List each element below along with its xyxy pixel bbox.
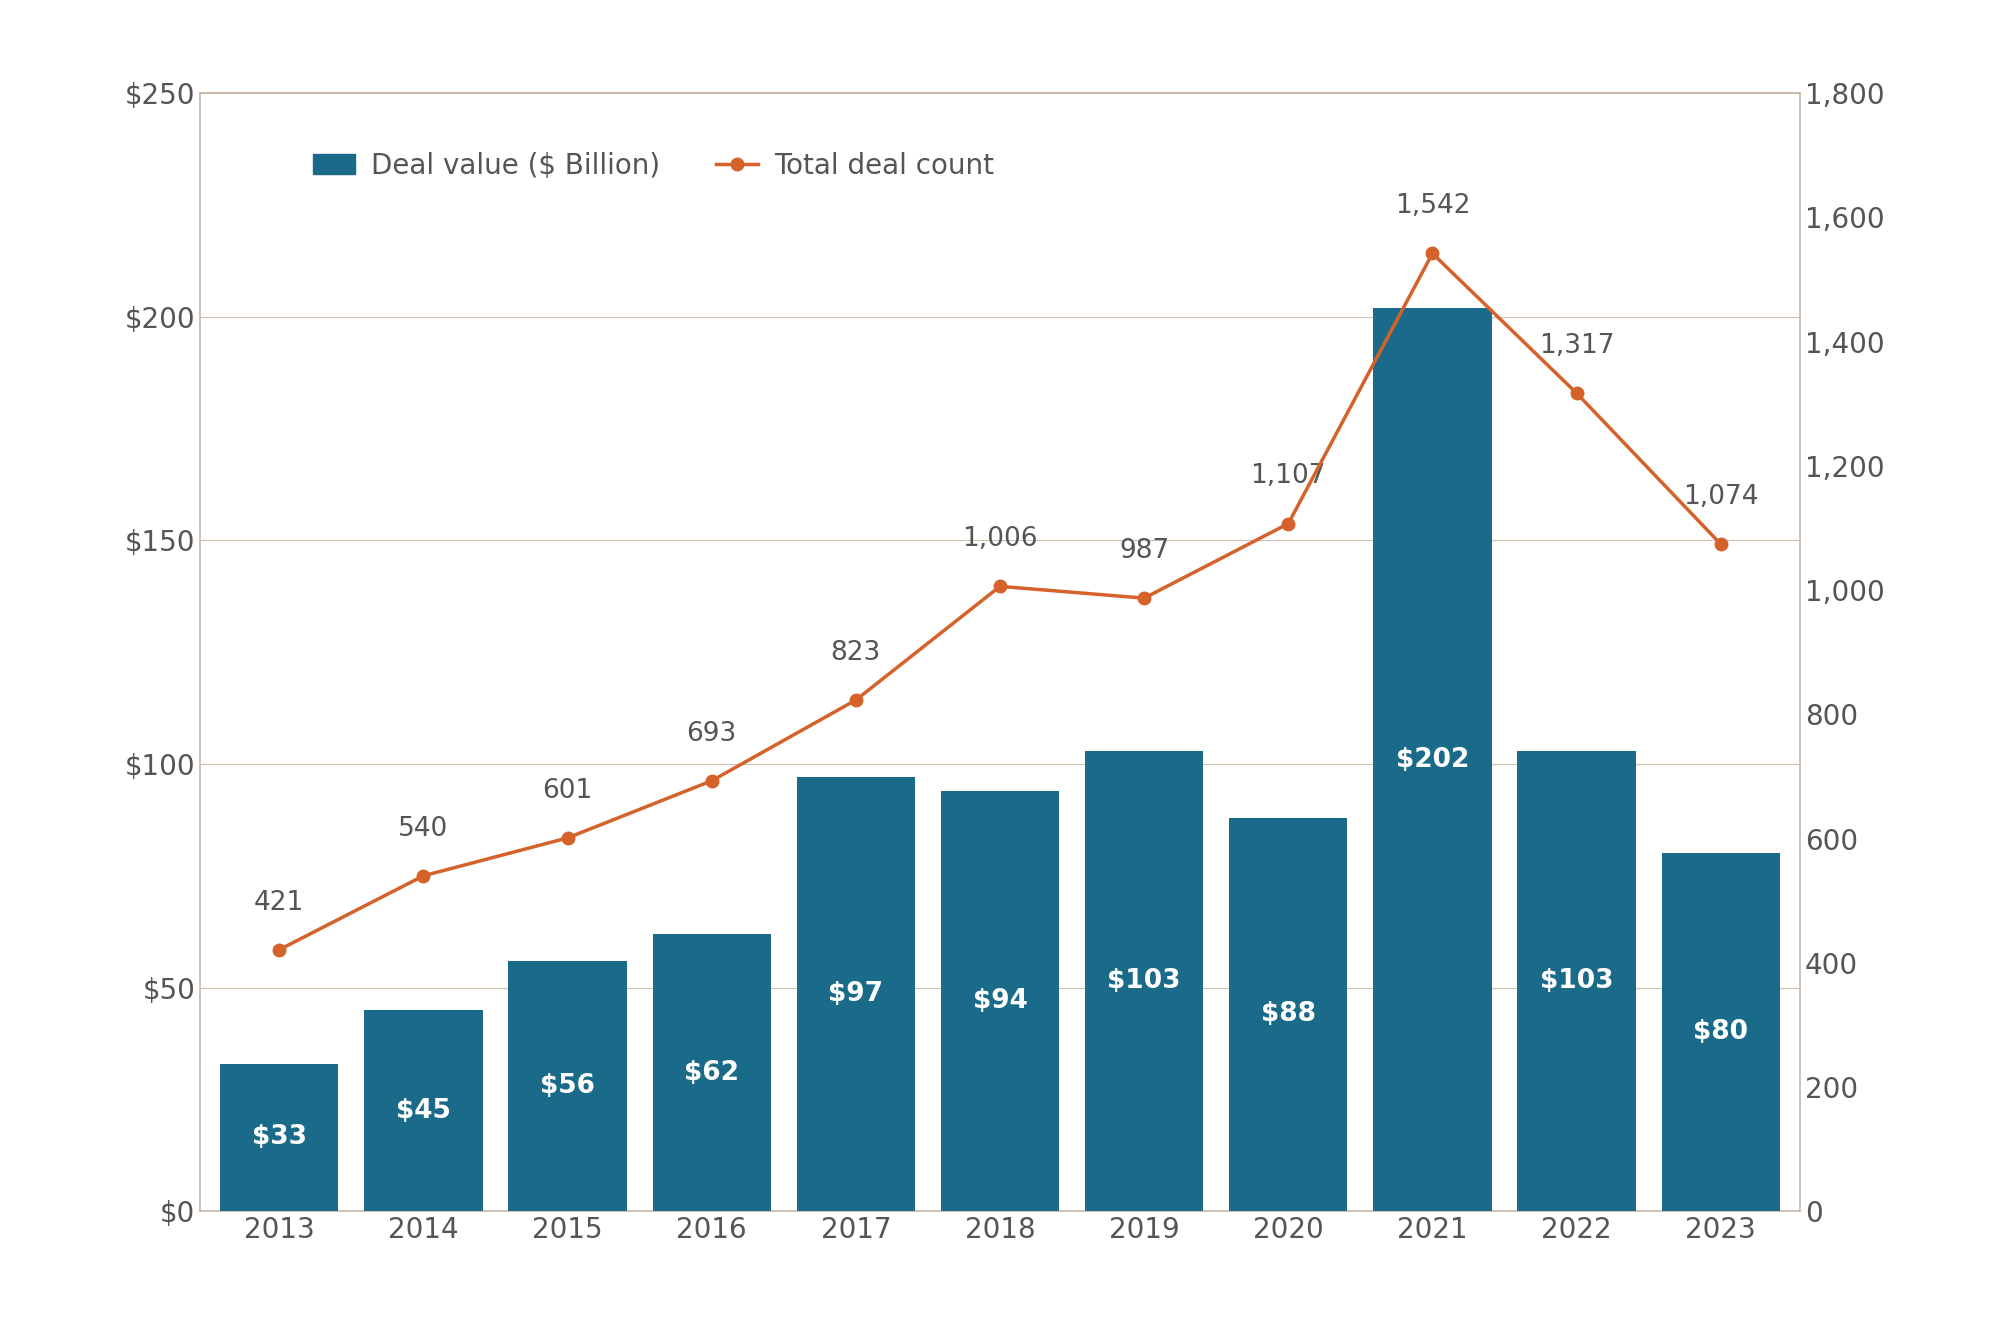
Text: 540: 540	[398, 816, 448, 841]
Bar	[220, 1063, 338, 1211]
Bar	[1518, 751, 1636, 1211]
Bar	[1662, 853, 1780, 1211]
Text: $62: $62	[684, 1059, 740, 1086]
Text: 421: 421	[254, 889, 304, 916]
Text: $202: $202	[1396, 747, 1470, 772]
Bar	[652, 934, 770, 1211]
Text: 601: 601	[542, 777, 592, 804]
Bar	[796, 777, 914, 1211]
Text: $33: $33	[252, 1125, 306, 1150]
Text: 1,006: 1,006	[962, 526, 1038, 552]
Bar	[1374, 307, 1492, 1211]
Text: 693: 693	[686, 720, 736, 747]
Text: 823: 823	[830, 640, 880, 666]
Text: $103: $103	[1108, 968, 1180, 994]
Text: $94: $94	[972, 988, 1028, 1014]
Text: $56: $56	[540, 1073, 596, 1099]
Text: 1,107: 1,107	[1250, 463, 1326, 490]
Text: 1,317: 1,317	[1538, 333, 1614, 359]
Bar	[1086, 751, 1204, 1211]
Bar	[364, 1010, 482, 1211]
Text: 987: 987	[1120, 538, 1170, 564]
Text: $45: $45	[396, 1098, 450, 1123]
Text: $103: $103	[1540, 968, 1614, 994]
Text: 1,074: 1,074	[1682, 484, 1758, 510]
Text: $80: $80	[1694, 1020, 1748, 1045]
Text: $97: $97	[828, 981, 884, 1008]
Legend: Deal value ($ Billion), Total deal count: Deal value ($ Billion), Total deal count	[302, 141, 1006, 190]
Bar	[940, 791, 1060, 1211]
Text: 1,542: 1,542	[1394, 193, 1470, 220]
Text: $88: $88	[1260, 1001, 1316, 1028]
Bar	[508, 961, 626, 1211]
Bar	[1230, 817, 1348, 1211]
